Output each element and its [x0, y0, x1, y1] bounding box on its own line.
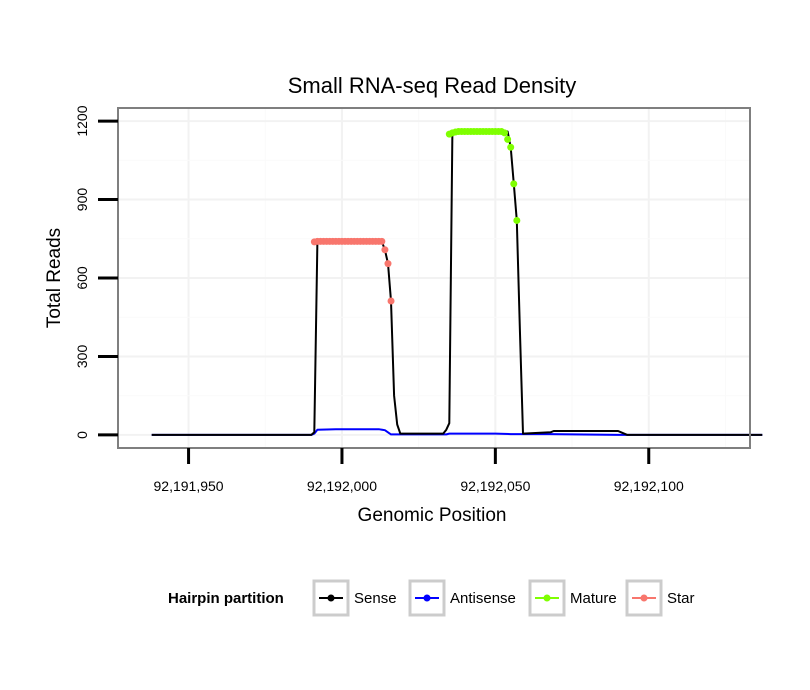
series-line-antisense	[151, 428, 763, 436]
legend-label-star: Star	[667, 590, 695, 607]
x-axis-title: Genomic Position	[358, 505, 507, 526]
y-tick-label: 1200	[74, 105, 90, 136]
data-point-star	[384, 260, 392, 268]
y-tick-label: 600	[74, 266, 90, 290]
data-point-mature	[504, 135, 512, 143]
x-tick-label: 92,191,950	[154, 478, 224, 494]
data-point-mature	[501, 129, 509, 137]
y-axis: 0 300 600 900 1200	[74, 105, 118, 439]
x-tick-label: 92,192,050	[460, 478, 530, 494]
legend-key-point	[543, 594, 551, 602]
x-tick-label: 92,192,100	[614, 478, 684, 494]
legend-label-antisense: Antisense	[450, 590, 516, 607]
legend-label-mature: Mature	[570, 590, 617, 607]
x-tick-label: 92,192,000	[307, 478, 377, 494]
chart-title: Small RNA-seq Read Density	[288, 73, 577, 98]
data-point-mature	[510, 180, 518, 188]
data-point-star	[387, 297, 395, 305]
y-tick-label: 900	[74, 188, 90, 212]
legend-key-point	[640, 594, 648, 602]
legend-title: Hairpin partition	[168, 590, 284, 607]
y-axis-title: Total Reads	[44, 228, 65, 328]
y-tick-label: 0	[74, 431, 90, 439]
y-tick-label: 300	[74, 345, 90, 369]
legend-label-sense: Sense	[354, 590, 397, 607]
data-point-star	[378, 237, 386, 245]
legend: Hairpin partition Sense Antisense Mature St…	[168, 579, 695, 617]
x-axis: 92,191,950 92,192,000 92,192,050 92,192,100	[154, 448, 684, 494]
legend-key-point	[327, 594, 335, 602]
data-point-mature	[513, 216, 521, 224]
data-point-star	[381, 246, 389, 254]
series-layer	[151, 128, 763, 436]
legend-key-point	[423, 594, 431, 602]
data-point-mature	[507, 143, 515, 151]
